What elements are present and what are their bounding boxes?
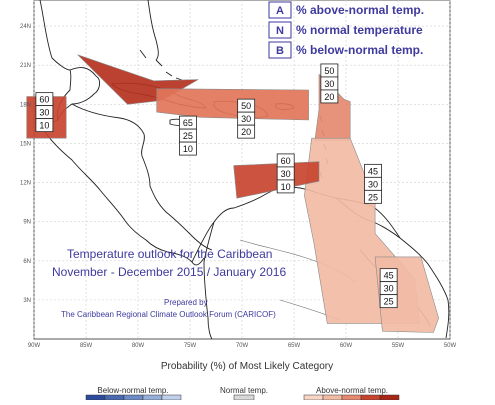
colorbar-above-swatch bbox=[379, 394, 400, 401]
prob-A: 50 bbox=[241, 101, 251, 111]
prob-N: 30 bbox=[241, 114, 251, 124]
prob-A: 65 bbox=[183, 118, 193, 128]
category-key: A % above-normal temp. N % normal temperatu… bbox=[268, 1, 424, 59]
coastline-honduras bbox=[71, 103, 213, 251]
organization-label: The Caribbean Regional Climate Outlook F… bbox=[61, 310, 276, 319]
key-box bbox=[268, 21, 292, 39]
prob-box bbox=[276, 179, 295, 194]
key-text: % above-normal temp. bbox=[296, 3, 424, 17]
lat-tick-label: 9N bbox=[23, 220, 31, 226]
lon-tick-label: 80W bbox=[132, 343, 145, 349]
colorbar-above-swatch bbox=[360, 394, 381, 401]
colorbar-below-label: Below-normal temp. bbox=[97, 386, 168, 395]
colorbar-below-swatch bbox=[123, 394, 144, 401]
prob-N: 25 bbox=[183, 131, 193, 141]
prob-B: 10 bbox=[39, 121, 49, 131]
coastline-bahamas bbox=[139, 49, 183, 81]
lon-tick-label: 55W bbox=[392, 343, 405, 349]
colorbar-below-swatch bbox=[85, 394, 106, 401]
prepared-by-label: Prepared by bbox=[164, 298, 208, 307]
prob-box bbox=[35, 118, 54, 133]
prob-B: 20 bbox=[324, 92, 334, 102]
lat-tick-label: 21N bbox=[20, 63, 31, 69]
prob-N: 30 bbox=[324, 79, 334, 89]
colorbar-normal-label: Normal temp. bbox=[220, 386, 268, 395]
axis-tick-labels: 90W 85W 80W 75W 70W 65W 60W 55W 50W 3N 6N 9N 12N 15N 1… bbox=[20, 24, 457, 349]
key-box bbox=[268, 1, 292, 19]
prob-A: 60 bbox=[281, 156, 291, 166]
lon-tick-label: 75W bbox=[184, 343, 197, 349]
prob-box bbox=[320, 89, 339, 104]
coastline-florida bbox=[147, 0, 159, 61]
key-letter: B bbox=[276, 45, 284, 57]
lon-tick-label: 65W bbox=[288, 343, 301, 349]
colorbar bbox=[85, 394, 400, 401]
colorbar-above-label: Above-normal temp. bbox=[316, 386, 388, 395]
colorbar-below-swatch bbox=[161, 394, 182, 401]
lat-tick-label: 3N bbox=[23, 298, 31, 304]
lon-tick-label: 90W bbox=[28, 343, 41, 349]
prob-A: 60 bbox=[39, 95, 49, 105]
prob-N: 30 bbox=[281, 169, 291, 179]
key-box bbox=[268, 41, 292, 59]
lat-tick-label: 12N bbox=[20, 181, 31, 187]
prob-B: 20 bbox=[241, 127, 251, 137]
colorbar-above-swatch bbox=[322, 394, 343, 401]
lat-tick-label: 24N bbox=[20, 24, 31, 30]
colorbar-below-swatch bbox=[104, 394, 125, 401]
outlook-title-line2: November - December 2015 / January 2016 bbox=[52, 265, 286, 279]
prob-B: 25 bbox=[368, 192, 378, 202]
prob-N: 30 bbox=[368, 179, 378, 189]
prob-A: 50 bbox=[324, 66, 334, 76]
prob-N: 30 bbox=[384, 284, 394, 294]
colorbar-above-swatch bbox=[303, 394, 324, 401]
prob-B: 10 bbox=[281, 182, 291, 192]
lat-tick-label: 15N bbox=[20, 141, 31, 147]
colorbar-normal-swatch bbox=[233, 394, 255, 401]
probability-labels: 60 30 10 65 25 10 50 30 20 50 30 20 45 30 25 60 30 10 45 30… bbox=[35, 63, 398, 309]
key-letter: A bbox=[276, 5, 284, 17]
outlook-title-line1: Temperature outlook for the Caribbean bbox=[67, 247, 272, 261]
key-letter: N bbox=[276, 25, 284, 37]
coastline-colombia-interior bbox=[203, 221, 215, 340]
prob-box bbox=[379, 294, 398, 309]
prob-box bbox=[364, 189, 382, 204]
colorbar-below-swatch bbox=[142, 394, 163, 401]
prob-B: 10 bbox=[183, 144, 193, 154]
prob-A: 45 bbox=[368, 166, 378, 176]
prob-B: 25 bbox=[384, 297, 394, 307]
key-text: % below-normal temp. bbox=[296, 43, 423, 57]
prob-N: 30 bbox=[39, 108, 49, 118]
prob-A: 45 bbox=[384, 271, 394, 281]
lon-tick-label: 85W bbox=[80, 343, 93, 349]
prob-box bbox=[179, 141, 197, 156]
prob-box bbox=[237, 124, 256, 139]
lon-tick-label: 70W bbox=[236, 343, 249, 349]
lon-tick-label: 50W bbox=[444, 343, 457, 349]
key-text: % normal temperature bbox=[296, 23, 423, 37]
lon-tick-label: 60W bbox=[340, 343, 353, 349]
coastline-yucatan bbox=[57, 67, 101, 121]
lat-tick-label: 6N bbox=[23, 259, 31, 265]
colorbar-heading: Probability (%) of Most Likely Category bbox=[161, 361, 333, 372]
colorbar-above-swatch bbox=[341, 394, 362, 401]
lat-tick-label: 18N bbox=[20, 102, 31, 108]
